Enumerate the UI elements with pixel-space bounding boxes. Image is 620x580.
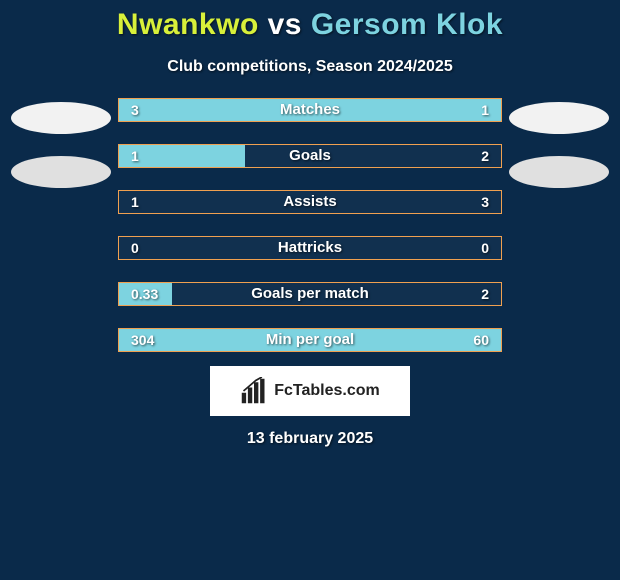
stat-label: Assists <box>119 190 501 214</box>
stat-row: Goals per match0.33 2 <box>118 282 502 306</box>
player1-club-logo-placeholder <box>11 102 111 134</box>
stat-row: Min per goal304 60 <box>118 328 502 352</box>
stat-value-right: 60 <box>473 328 489 352</box>
vs-label: vs <box>268 8 302 41</box>
snapshot-date: 13 february 2025 <box>0 430 620 448</box>
stat-value-left: 304 <box>131 328 154 352</box>
stat-value-right: 2 <box>481 282 489 306</box>
source-text: FcTables.com <box>274 382 380 400</box>
stat-row: Goals1 2 <box>118 144 502 168</box>
stat-label: Hattricks <box>119 236 501 260</box>
stat-value-left: 0.33 <box>131 282 158 306</box>
season-subtitle: Club competitions, Season 2024/2025 <box>0 58 620 76</box>
stat-label: Min per goal <box>119 328 501 352</box>
player2-club-logo-placeholder <box>509 102 609 134</box>
stat-value-left: 1 <box>131 190 139 214</box>
player1-badges <box>6 98 116 352</box>
stat-value-right: 1 <box>481 98 489 122</box>
stat-label: Matches <box>119 98 501 122</box>
stat-row: Assists1 3 <box>118 190 502 214</box>
stat-label: Goals <box>119 144 501 168</box>
player2-flag-placeholder <box>509 156 609 188</box>
comparison-content: Matches31Goals12Assists13Hattricks00Goal… <box>0 98 620 352</box>
comparison-title: Nwankwo vs Gersom Klok <box>0 0 620 42</box>
player2-badges <box>504 98 614 352</box>
player1-flag-placeholder <box>11 156 111 188</box>
stat-label: Goals per match <box>119 282 501 306</box>
stat-value-left: 3 <box>131 98 139 122</box>
stat-value-right: 2 <box>481 144 489 168</box>
stat-value-left: 1 <box>131 144 139 168</box>
stat-value-right: 0 <box>481 236 489 260</box>
fctables-icon <box>240 377 268 405</box>
player2-name: Gersom Klok <box>311 8 503 41</box>
stat-value-left: 0 <box>131 236 139 260</box>
player1-name: Nwankwo <box>117 8 259 41</box>
stats-list: Matches31Goals12Assists13Hattricks00Goal… <box>116 98 504 352</box>
source-badge: FcTables.com <box>210 366 410 416</box>
stat-value-right: 3 <box>481 190 489 214</box>
stat-row: Hattricks0 0 <box>118 236 502 260</box>
stat-row: Matches3 1 <box>118 98 502 122</box>
